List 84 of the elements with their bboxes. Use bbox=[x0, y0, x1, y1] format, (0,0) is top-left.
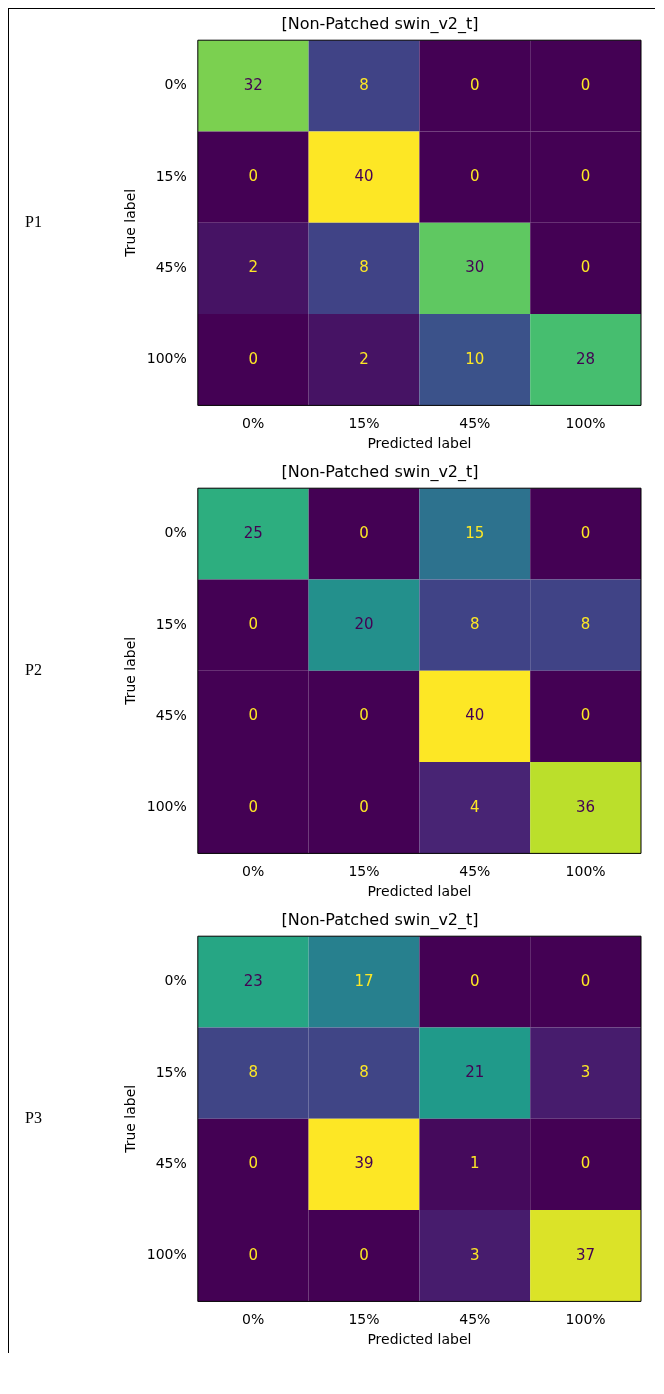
x-tick-label: 0% bbox=[242, 1311, 265, 1328]
data-label: 0 bbox=[470, 167, 480, 186]
data-label: 3 bbox=[580, 1063, 591, 1082]
y-axis-title: True label bbox=[122, 636, 139, 706]
y-tick-label: 0% bbox=[164, 972, 187, 989]
x-tick-label: 100% bbox=[565, 863, 606, 880]
data-label: 3 bbox=[470, 1245, 480, 1264]
x-axis-title: Predicted label bbox=[367, 1331, 472, 1348]
x-tick-label: 100% bbox=[565, 1311, 606, 1328]
data-label: 30 bbox=[465, 258, 485, 277]
data-label: 0 bbox=[359, 523, 369, 542]
data-label: 0 bbox=[580, 167, 591, 186]
x-tick-label: 45% bbox=[459, 415, 491, 432]
data-label: 4 bbox=[470, 797, 480, 816]
data-label: 0 bbox=[248, 167, 258, 186]
y-tick-label: 100% bbox=[146, 1246, 187, 1263]
chart-title: [Non-Patched swin_v2_t] bbox=[281, 13, 479, 34]
data-label: 8 bbox=[359, 1063, 369, 1082]
y-tick-label: 0% bbox=[164, 524, 187, 541]
x-tick-label: 0% bbox=[242, 863, 265, 880]
data-label: 0 bbox=[248, 797, 258, 816]
data-label: 15 bbox=[465, 523, 485, 542]
data-label: 37 bbox=[576, 1245, 596, 1264]
data-label: 8 bbox=[359, 75, 369, 94]
x-tick-label: 100% bbox=[565, 415, 606, 432]
text: P3 bbox=[25, 1109, 42, 1126]
data-label: 32 bbox=[243, 75, 263, 94]
x-tick-label: 15% bbox=[348, 415, 380, 432]
y-tick-label: 100% bbox=[146, 798, 187, 815]
data-label: 17 bbox=[354, 971, 374, 990]
data-label: 21 bbox=[465, 1063, 485, 1082]
data-label: 0 bbox=[248, 706, 258, 725]
y-tick-label: 45% bbox=[155, 1155, 187, 1172]
data-label: 0 bbox=[580, 1154, 591, 1173]
x-tick-label: 45% bbox=[459, 863, 491, 880]
x-tick-label: 45% bbox=[459, 1311, 491, 1328]
y-tick-label: 15% bbox=[155, 167, 187, 184]
y-axis-title: True label bbox=[122, 188, 139, 258]
text: P1 bbox=[25, 213, 42, 230]
chart-title: [Non-Patched swin_v2_t] bbox=[281, 461, 479, 482]
data-label: 0 bbox=[580, 75, 591, 94]
y-tick-label: 15% bbox=[155, 1063, 187, 1080]
data-label: 0 bbox=[470, 75, 480, 94]
data-label: 0 bbox=[248, 615, 258, 634]
data-label: 0 bbox=[470, 971, 480, 990]
x-axis-title: Predicted label bbox=[367, 883, 472, 900]
x-tick-label: 15% bbox=[348, 1311, 380, 1328]
data-label: 0 bbox=[248, 1245, 258, 1264]
chart-title: [Non-Patched swin_v2_t] bbox=[281, 909, 479, 930]
data-label: 40 bbox=[354, 167, 374, 186]
x-tick-label: 15% bbox=[348, 863, 380, 880]
data-label: 25 bbox=[243, 523, 263, 542]
data-label: 0 bbox=[580, 706, 591, 725]
data-label: 8 bbox=[470, 615, 480, 634]
data-label: 8 bbox=[359, 258, 369, 277]
data-label: 0 bbox=[359, 1245, 369, 1264]
data-label: 40 bbox=[465, 706, 485, 725]
data-label: 20 bbox=[354, 615, 374, 634]
y-axis-title: True label bbox=[122, 1084, 139, 1154]
data-label: 39 bbox=[354, 1154, 374, 1173]
data-label: 36 bbox=[576, 797, 596, 816]
data-label: 28 bbox=[576, 349, 596, 368]
data-label: 0 bbox=[359, 706, 369, 725]
data-label: 2 bbox=[359, 349, 369, 368]
data-label: 1 bbox=[470, 1154, 480, 1173]
text: P2 bbox=[25, 661, 42, 678]
data-label: 0 bbox=[580, 523, 591, 542]
y-tick-label: 45% bbox=[155, 707, 187, 724]
data-label: 2 bbox=[248, 258, 258, 277]
data-label: 10 bbox=[465, 349, 485, 368]
y-tick-label: 15% bbox=[155, 615, 187, 632]
data-label: 0 bbox=[248, 1154, 258, 1173]
x-axis-title: Predicted label bbox=[367, 435, 472, 452]
data-label: 23 bbox=[243, 971, 263, 990]
data-label: 0 bbox=[580, 258, 591, 277]
data-label: 8 bbox=[248, 1063, 258, 1082]
data-label: 0 bbox=[580, 971, 591, 990]
y-tick-label: 45% bbox=[155, 259, 187, 276]
data-label: 0 bbox=[359, 797, 369, 816]
data-label: 8 bbox=[580, 615, 591, 634]
x-tick-label: 0% bbox=[242, 415, 265, 432]
y-tick-label: 100% bbox=[146, 350, 187, 367]
y-tick-label: 0% bbox=[164, 76, 187, 93]
data-label: 0 bbox=[248, 349, 258, 368]
